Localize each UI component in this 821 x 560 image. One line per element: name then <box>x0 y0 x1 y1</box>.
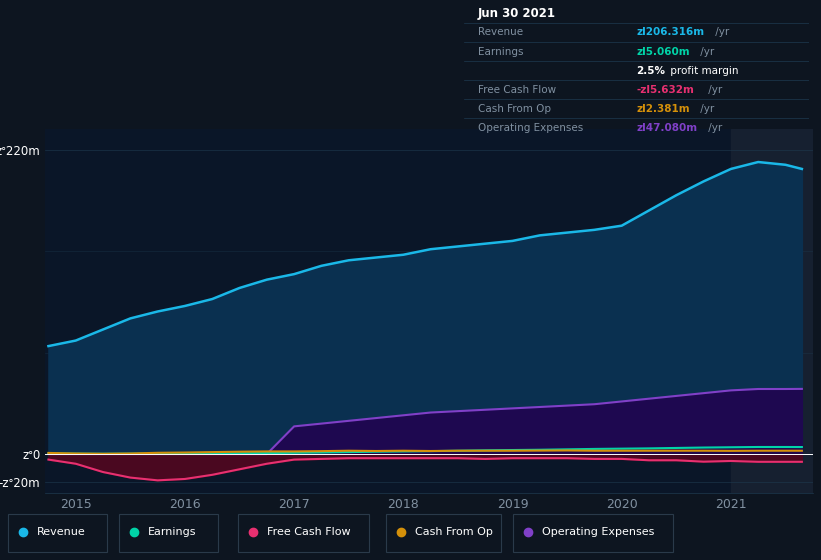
Text: Revenue: Revenue <box>478 27 523 38</box>
Text: zl2.381m: zl2.381m <box>636 104 690 114</box>
Text: /yr: /yr <box>704 85 722 95</box>
Text: zl206.316m: zl206.316m <box>636 27 704 38</box>
Bar <box>513 514 673 552</box>
Bar <box>119 514 218 552</box>
Bar <box>8 514 107 552</box>
Bar <box>238 514 369 552</box>
Text: Earnings: Earnings <box>478 46 523 57</box>
Text: profit margin: profit margin <box>667 66 738 76</box>
Text: /yr: /yr <box>704 123 722 133</box>
Text: Operating Expenses: Operating Expenses <box>542 527 654 537</box>
Bar <box>731 129 813 493</box>
Text: -zl5.632m: -zl5.632m <box>636 85 694 95</box>
Text: Free Cash Flow: Free Cash Flow <box>478 85 556 95</box>
Text: Cash From Op: Cash From Op <box>415 527 493 537</box>
Text: Revenue: Revenue <box>37 527 85 537</box>
Bar <box>386 514 501 552</box>
Text: zl47.080m: zl47.080m <box>636 123 697 133</box>
Text: /yr: /yr <box>697 104 714 114</box>
Text: Free Cash Flow: Free Cash Flow <box>267 527 351 537</box>
Text: /yr: /yr <box>712 27 729 38</box>
Text: Earnings: Earnings <box>148 527 196 537</box>
Text: Jun 30 2021: Jun 30 2021 <box>478 7 556 20</box>
Text: /yr: /yr <box>697 46 714 57</box>
Text: 2.5%: 2.5% <box>636 66 665 76</box>
Text: zl5.060m: zl5.060m <box>636 46 690 57</box>
Text: Operating Expenses: Operating Expenses <box>478 123 583 133</box>
Text: Cash From Op: Cash From Op <box>478 104 551 114</box>
